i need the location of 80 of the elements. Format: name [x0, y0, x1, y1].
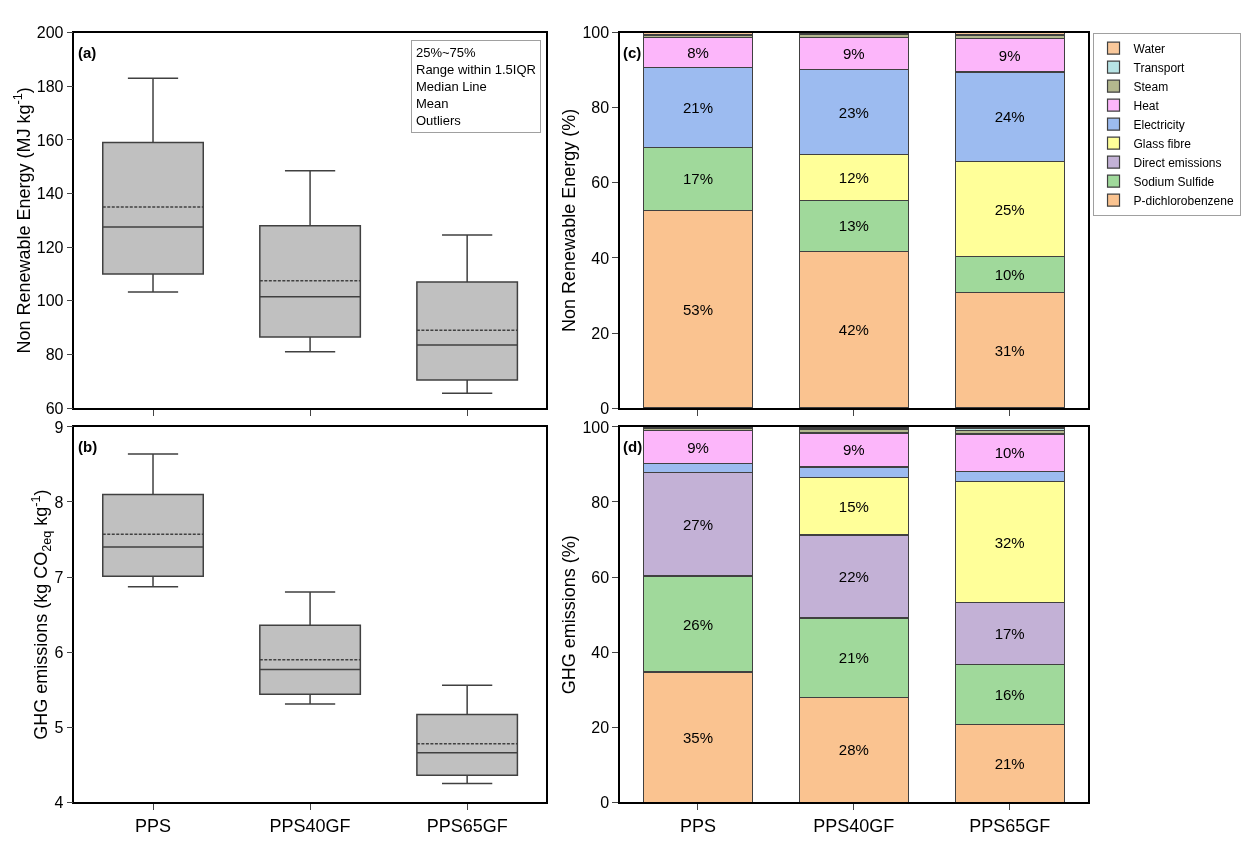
y-tick-label: 20	[591, 718, 610, 736]
y-tick-label: 0	[600, 399, 610, 417]
data-label: 28%	[838, 741, 869, 759]
legend-label: Steam	[1133, 79, 1169, 94]
x-tick-label: PPS40GF	[813, 815, 895, 836]
x-tick-label: PPS	[134, 815, 172, 836]
y-tick-label: 60	[591, 174, 610, 192]
y-tick-label: 100	[36, 292, 64, 310]
x-tick-label: PPS40GF	[269, 815, 351, 836]
y-tick-label: 5	[54, 718, 64, 736]
y-tick-label: 9	[54, 418, 64, 436]
data-label: 53%	[682, 300, 714, 318]
legend-label: Glass fibre	[1133, 136, 1192, 151]
y-tick-label: 7	[54, 568, 64, 586]
y-tick-label: 80	[45, 346, 64, 364]
y-tick-label: 100	[582, 418, 610, 436]
legend-label: Water	[1133, 41, 1166, 56]
legend-label: Transport	[1133, 60, 1186, 75]
data-label: 21%	[994, 754, 1025, 772]
data-label: 42%	[838, 321, 869, 339]
y-tick-label: 40	[591, 249, 610, 267]
y-tick-label: 20	[591, 324, 610, 342]
annotation: Range within 1.5IQR	[416, 61, 536, 77]
annotation: Median Line	[416, 78, 487, 94]
y-axis-title: GHG emissions (%)	[559, 535, 580, 695]
y-tick-label: 180	[36, 77, 64, 95]
data-label: 17%	[994, 625, 1025, 643]
data-label: 10%	[994, 444, 1025, 462]
annotation: (d)	[623, 438, 643, 455]
x-tick-label: PPS65GF	[426, 815, 508, 836]
data-label: 8%	[687, 43, 709, 61]
legend-label: Electricity	[1133, 117, 1185, 132]
legend-label: Heat	[1133, 98, 1160, 113]
data-label: 25%	[994, 200, 1025, 218]
data-label: 21%	[682, 98, 714, 116]
data-label: 32%	[994, 533, 1025, 551]
data-label: 13%	[838, 217, 869, 235]
legend-label: Sodium Sulfide	[1133, 174, 1215, 189]
y-tick-label: 60	[591, 568, 610, 586]
legend-label: Direct emissions	[1133, 155, 1222, 170]
data-label: 15%	[838, 497, 869, 515]
y-tick-label: 6	[54, 643, 64, 661]
y-tick-label: 200	[36, 24, 64, 42]
y-tick-label: 80	[591, 99, 610, 117]
y-tick-label: 0	[600, 793, 610, 811]
x-tick-label: PPS65GF	[969, 815, 1051, 836]
data-label: 9%	[842, 45, 865, 63]
y-tick-label: 160	[36, 131, 64, 149]
data-label: 16%	[994, 685, 1025, 703]
legend-label: P-dichlorobenzene	[1133, 193, 1234, 208]
data-label: 9%	[687, 438, 709, 456]
y-tick-label: 8	[54, 493, 64, 511]
annotation: (c)	[623, 44, 642, 61]
data-label: 23%	[838, 103, 869, 121]
annotation: Outliers	[416, 112, 462, 128]
annotation: (a)	[78, 44, 97, 61]
data-label: 21%	[838, 649, 869, 667]
data-label: 35%	[682, 728, 714, 746]
data-label: 27%	[682, 515, 714, 533]
y-tick-label: 60	[45, 399, 64, 417]
y-tick-label: 120	[36, 238, 64, 256]
x-tick-label: PPS	[679, 815, 717, 836]
annotation: (b)	[78, 438, 98, 455]
data-label: 12%	[838, 169, 869, 187]
data-label: 9%	[842, 441, 865, 459]
y-tick-label: 140	[36, 185, 64, 203]
data-label: 26%	[682, 615, 714, 633]
y-tick-label: 4	[54, 793, 64, 811]
data-label: 17%	[682, 170, 714, 188]
y-axis-title: Non Renewable Energy (%)	[559, 108, 580, 332]
y-tick-label: 80	[591, 493, 610, 511]
data-label: 22%	[838, 568, 869, 586]
data-label: 10%	[994, 266, 1025, 284]
data-label: 9%	[998, 46, 1021, 64]
y-tick-label: 100	[582, 24, 610, 42]
annotation: Mean	[416, 95, 449, 111]
annotation: 25%~75%	[416, 45, 477, 60]
data-label: 24%	[994, 108, 1025, 126]
data-label: 31%	[994, 341, 1025, 359]
y-tick-label: 40	[591, 643, 610, 661]
